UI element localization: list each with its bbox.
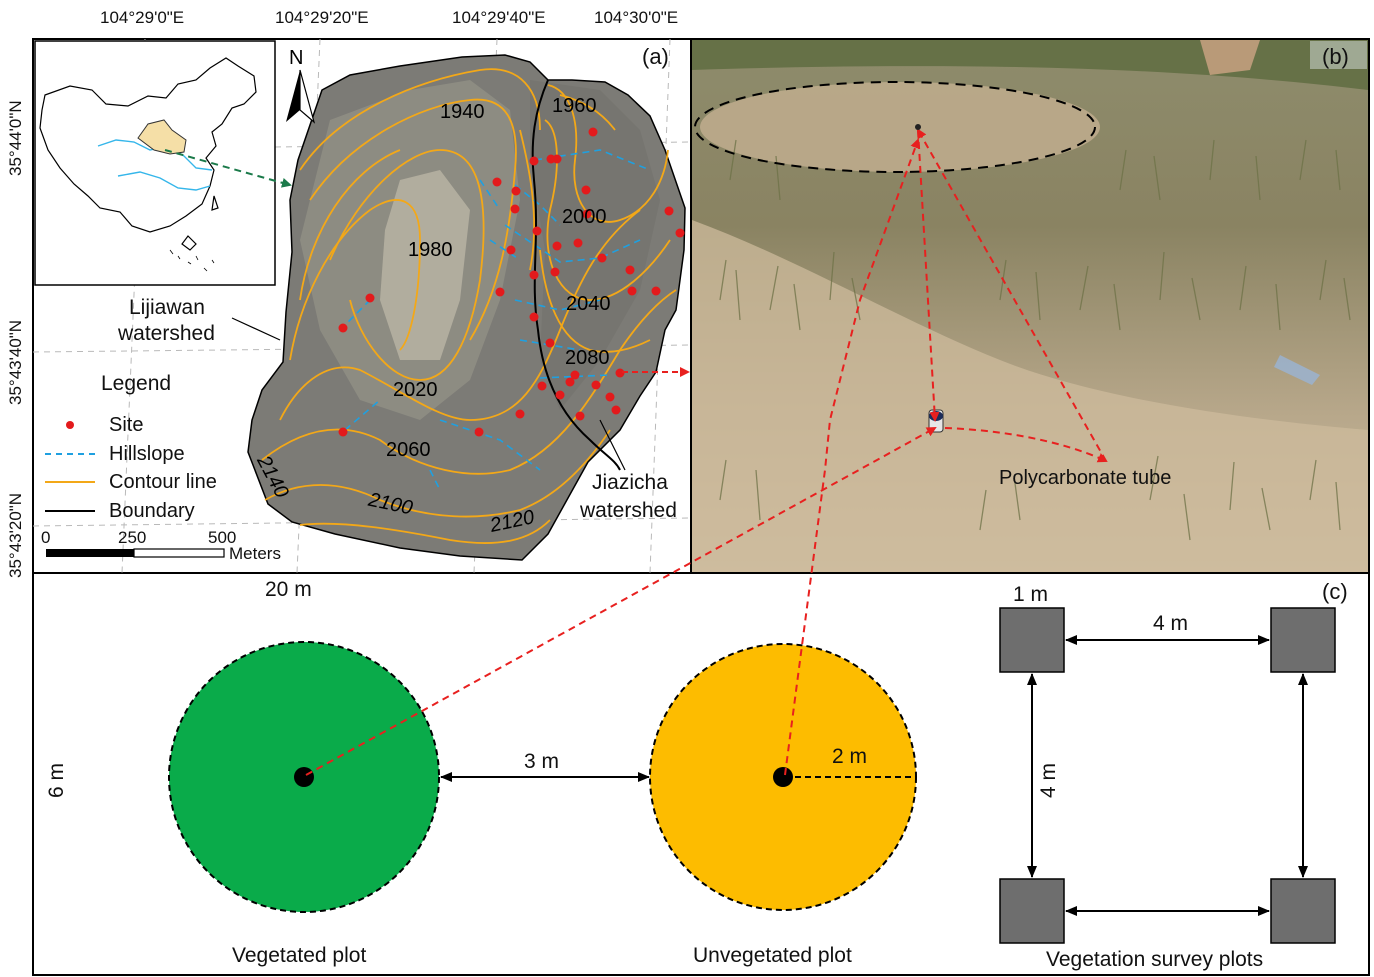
contour-label-1940: 1940 [440, 101, 485, 123]
inset-islands [169, 249, 215, 272]
contour-label-2000: 2000 [562, 206, 607, 228]
survey-square-bottom-left [999, 878, 1065, 944]
longitude-label-2: 104°29'20"E [275, 8, 369, 27]
scale-tick-500: 500 [208, 528, 237, 547]
panel-c-schematic [168, 607, 1336, 944]
legend-item-boundary: Boundary [45, 498, 195, 524]
lijiawan-label-line2: watershed [118, 322, 215, 345]
inset-map-frame [34, 40, 276, 286]
distant-hill [1200, 40, 1260, 75]
panel-height-label: 6 m [45, 762, 68, 798]
letter-b-backdrop [1310, 41, 1367, 69]
lijiawan-leader [231, 317, 281, 341]
hillslope-legend-icon [45, 453, 95, 455]
unvegetated-plot-label: Unvegetated plot [693, 944, 852, 967]
figure-border [32, 38, 1370, 976]
boundary-legend-icon [45, 510, 95, 512]
survey-square-bottom-right [1270, 878, 1336, 944]
loess-plateau-region [137, 119, 187, 155]
contour-label-2080: 2080 [565, 347, 610, 369]
vegetated-tube-point [294, 767, 314, 787]
longitude-label-3: 104°29'40"E [452, 8, 546, 27]
survey-horizontal-spacing-label: 4 m [1153, 612, 1189, 635]
survey-square-top-right [1270, 607, 1336, 673]
longitude-label-1: 104°29'0"E [100, 8, 185, 27]
shrub-line [692, 40, 1368, 90]
gap-label: 3 m [524, 750, 560, 773]
panel-b-letter: (b) [1322, 44, 1349, 69]
survey-square-top-left [999, 607, 1065, 673]
longitude-label-4: 104°30'0"E [594, 8, 679, 27]
panel-b-photo [692, 40, 1368, 572]
plot-ellipse-outline [694, 81, 1096, 173]
jiazicha-label-line2: watershed [580, 499, 677, 522]
legend-item-contour: Contour line [45, 469, 217, 495]
grass-strokes [719, 139, 1351, 541]
legend-item-hillslope: Hillslope [45, 441, 185, 467]
panel-a-map: 1940 1960 1980 2000 2040 2080 2020 2060 … [32, 38, 692, 574]
panel-width-label: 20 m [265, 578, 312, 601]
plot-center-mark [915, 124, 921, 130]
jiazicha-label-line1: Jiazicha [592, 471, 668, 494]
site-legend-icon [66, 421, 74, 429]
legend-title: Legend [101, 372, 172, 395]
contour-label-1960: 1960 [552, 95, 597, 117]
sample-sites [338, 127, 685, 437]
contour-label-2060: 2060 [386, 439, 431, 461]
vegetated-plot-label: Vegetated plot [232, 944, 367, 967]
scale-unit: Meters [229, 544, 281, 563]
unvegetated-plot-connector [784, 138, 920, 776]
legend-item-site: Site [45, 412, 143, 438]
inset-pointer-arrow [164, 149, 292, 188]
legend-label-site: Site [109, 413, 144, 436]
tube-cap [929, 411, 943, 421]
polycarbonate-tube-caption: Polycarbonate tube [999, 467, 1172, 489]
cleared-plot-area [700, 82, 1100, 172]
legend-label-boundary: Boundary [109, 499, 195, 522]
contour-lines [261, 68, 677, 544]
contour-label-1980: 1980 [408, 239, 453, 261]
legend-label-hillslope: Hillslope [109, 442, 185, 465]
hillslope-lines [339, 149, 651, 491]
panel-c-letter: (c) [1322, 579, 1348, 604]
north-label: N [289, 47, 303, 69]
scale-tick-0: 0 [41, 528, 51, 547]
jiazicha-leader [599, 419, 626, 471]
contour-legend-icon [45, 481, 95, 483]
radius-label: 2 m [832, 745, 868, 768]
panel-a-letter: (a) [642, 44, 669, 69]
survey-square-size-label: 1 m [1013, 583, 1049, 606]
china-outline [39, 57, 257, 251]
terraced-fields [380, 170, 470, 360]
tube-pointer-triangle [917, 128, 1108, 463]
north-arrow: N [286, 47, 316, 124]
scale-bar [46, 548, 225, 558]
survey-vertical-spacing-label: 4 m [1037, 762, 1060, 798]
contour-label-2040: 2040 [566, 293, 611, 315]
scale-tick-250: 250 [118, 528, 147, 547]
plastic-bottle [1274, 355, 1320, 385]
survey-plots-label: Vegetation survey plots [1046, 948, 1264, 971]
lijiawan-label-line1: Lijiawan [129, 296, 205, 319]
legend-label-contour: Contour line [109, 470, 217, 493]
unvegetated-tube-point [773, 767, 793, 787]
contour-label-2020: 2020 [393, 379, 438, 401]
bare-soil [692, 220, 1368, 572]
